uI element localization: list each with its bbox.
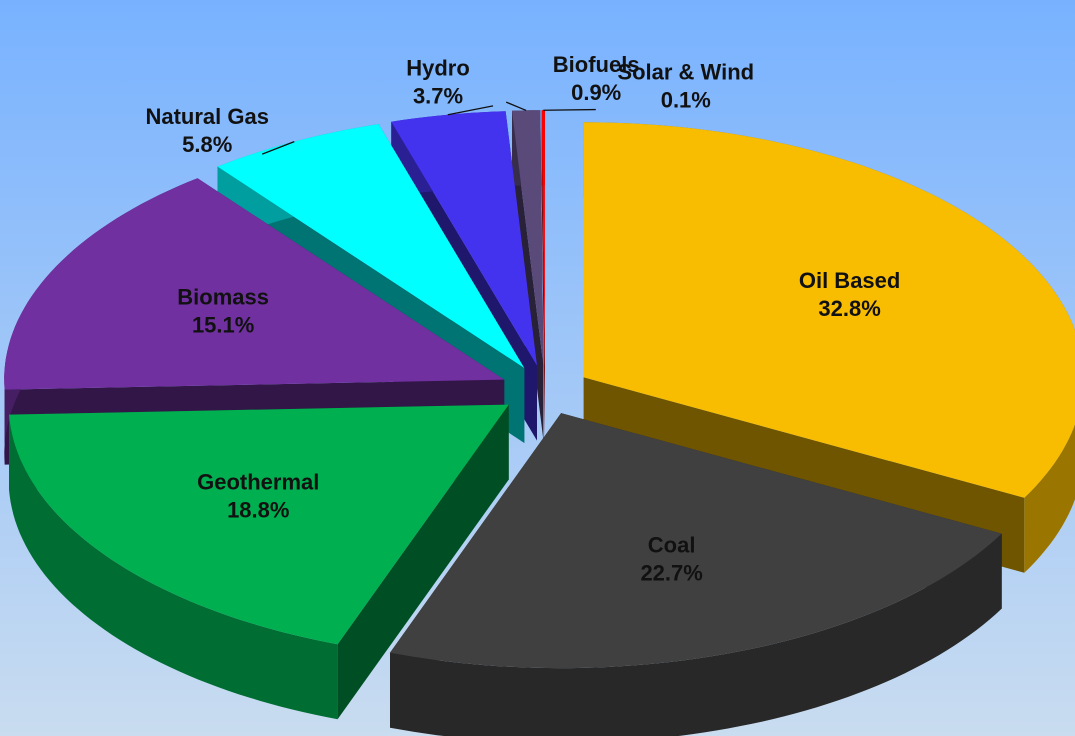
slice <box>391 111 537 366</box>
slice-side <box>9 414 338 720</box>
leader-line <box>261 140 295 155</box>
slice-value-label: 5.8% <box>182 132 232 157</box>
slice-side <box>390 533 1002 736</box>
slice <box>512 110 544 366</box>
slice <box>4 178 505 390</box>
slice-value-label: 18.8% <box>227 498 289 523</box>
slice-label: Oil Based <box>799 268 900 293</box>
slice-label: Geothermal <box>197 470 319 495</box>
slice <box>9 404 509 645</box>
slice-value-label: 32.8% <box>818 296 880 321</box>
slice-label: Solar & Wind <box>617 59 754 84</box>
slice-label: Hydro <box>406 56 470 81</box>
leader-line <box>543 108 596 111</box>
slice-label: Natural Gas <box>145 104 269 129</box>
slice-value-label: 0.1% <box>661 87 711 112</box>
slice-side <box>337 404 509 720</box>
leader-line <box>447 105 494 116</box>
slice-value-label: 22.7% <box>640 561 702 586</box>
slice-side <box>541 110 545 441</box>
slice <box>390 413 1002 669</box>
slice <box>217 124 525 368</box>
slice-value-label: 0.9% <box>571 80 621 105</box>
slice <box>541 110 545 366</box>
slice <box>583 122 1075 498</box>
slice-value-label: 15.1% <box>192 313 254 338</box>
slice-label: Biofuels <box>553 52 640 77</box>
slice-label: Coal <box>648 533 696 558</box>
leader-line <box>505 101 527 112</box>
slice-label: Biomass <box>177 285 269 310</box>
plot: Oil Based 32.8% Coal 22.7% Geothermal 18.8% Bi… <box>4 52 1075 736</box>
slice-value-label: 3.7% <box>413 84 463 109</box>
